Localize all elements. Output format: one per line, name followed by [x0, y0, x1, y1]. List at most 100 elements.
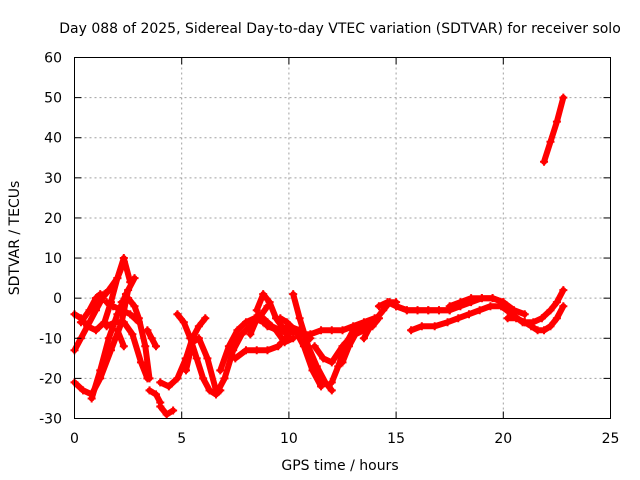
data-point-marker — [143, 326, 152, 335]
data-point-marker — [201, 314, 210, 323]
data-point-marker — [559, 302, 568, 311]
data-point-marker — [276, 314, 285, 323]
data-point-marker — [254, 310, 263, 319]
data-point-marker — [113, 310, 122, 319]
data-point-marker — [359, 334, 368, 343]
data-point-marker — [192, 354, 201, 363]
data-point-marker — [477, 294, 486, 303]
data-point-marker — [102, 322, 111, 331]
series-line — [146, 387, 164, 406]
x-tick-labels: 0 5 10 15 20 25 — [70, 431, 619, 447]
data-point-marker — [434, 306, 443, 315]
data-point-marker — [344, 342, 353, 351]
data-point-marker — [169, 406, 178, 415]
data-point-marker — [87, 394, 96, 403]
data-point-marker — [520, 318, 529, 327]
data-point-marker — [454, 314, 463, 323]
data-point-marker — [136, 358, 145, 367]
data-point-marker — [282, 318, 291, 327]
data-point-marker — [96, 366, 105, 375]
data-point-marker — [111, 318, 120, 327]
data-point-marker — [173, 310, 182, 319]
data-point-marker — [274, 342, 283, 351]
data-point-marker — [338, 326, 347, 335]
data-point-marker — [312, 362, 321, 371]
data-point-marker — [488, 294, 497, 303]
data-point-marker — [147, 334, 156, 343]
data-point-marker — [173, 374, 182, 383]
data-point-marker — [510, 306, 519, 315]
series-pass-22 — [276, 314, 326, 391]
data-point-marker — [265, 298, 274, 307]
data-point-marker — [151, 390, 160, 399]
data-point-marker — [104, 334, 113, 343]
data-point-marker — [289, 290, 298, 299]
data-point-marker — [552, 298, 561, 307]
data-point-marker — [306, 330, 315, 339]
x-axis-title: GPS time / hours — [281, 458, 398, 474]
data-point-marker — [464, 310, 473, 319]
series-pass-34 — [520, 302, 568, 335]
data-point-marker — [83, 322, 92, 331]
data-point-marker — [430, 322, 439, 331]
data-point-marker — [503, 314, 512, 323]
data-point-marker — [456, 298, 465, 307]
data-point-marker — [119, 342, 128, 351]
chart-title: Day 088 of 2025, Sidereal Day-to-day VTE… — [59, 21, 621, 37]
y-tick-label: 40 — [44, 131, 62, 147]
series-pass-12 — [156, 402, 178, 419]
series-line — [541, 94, 567, 165]
data-point-marker — [113, 326, 122, 335]
data-point-marker — [284, 326, 293, 335]
y-tick-label: 50 — [44, 91, 62, 107]
data-point-marker — [126, 310, 135, 319]
data-point-marker — [407, 326, 416, 335]
data-point-marker — [162, 410, 171, 419]
x-tick-label: 5 — [177, 431, 186, 447]
data-point-marker — [559, 286, 568, 295]
data-point-marker — [338, 358, 347, 367]
data-point-marker — [233, 326, 242, 335]
data-point-marker — [109, 302, 118, 311]
data-point-marker — [117, 306, 126, 315]
data-point-marker — [274, 326, 283, 335]
data-point-marker — [91, 326, 100, 335]
y-tick-label: 10 — [44, 251, 62, 267]
series-pass-09 — [113, 326, 128, 351]
data-point-marker — [145, 374, 154, 383]
data-point-marker — [246, 330, 255, 339]
series-pass-02 — [70, 254, 135, 355]
data-point-marker — [242, 346, 251, 355]
y-axis-title: SDTVAR / TECUs — [7, 181, 23, 296]
data-point-marker — [124, 294, 133, 303]
data-point-marker — [327, 358, 336, 367]
x-tick-label: 20 — [494, 431, 512, 447]
data-point-marker — [102, 298, 111, 307]
data-point-marker — [224, 342, 233, 351]
data-point-marker — [128, 330, 137, 339]
data-point-marker — [499, 298, 508, 307]
data-point-marker — [134, 314, 143, 323]
data-point-marker — [295, 314, 304, 323]
data-point-marker — [546, 322, 555, 331]
data-point-marker — [512, 314, 521, 323]
data-point-marker — [546, 137, 555, 146]
data-point-marker — [372, 314, 381, 323]
series-line — [232, 331, 292, 362]
grid-lines — [74, 57, 611, 419]
data-point-marker — [546, 306, 555, 315]
data-point-marker — [181, 366, 190, 375]
data-point-marker — [351, 330, 360, 339]
data-point-marker — [259, 290, 268, 299]
data-point-marker — [188, 338, 197, 347]
axis-ticks — [74, 57, 611, 419]
series-pass-11 — [145, 386, 165, 407]
data-point-marker — [317, 382, 326, 391]
data-point-marker — [156, 378, 165, 387]
data-point-marker — [527, 322, 536, 331]
y-tick-label: 0 — [53, 291, 62, 307]
data-point-marker — [113, 274, 122, 283]
series-pass-10 — [143, 326, 160, 351]
data-point-marker — [467, 294, 476, 303]
data-point-marker — [366, 322, 375, 331]
